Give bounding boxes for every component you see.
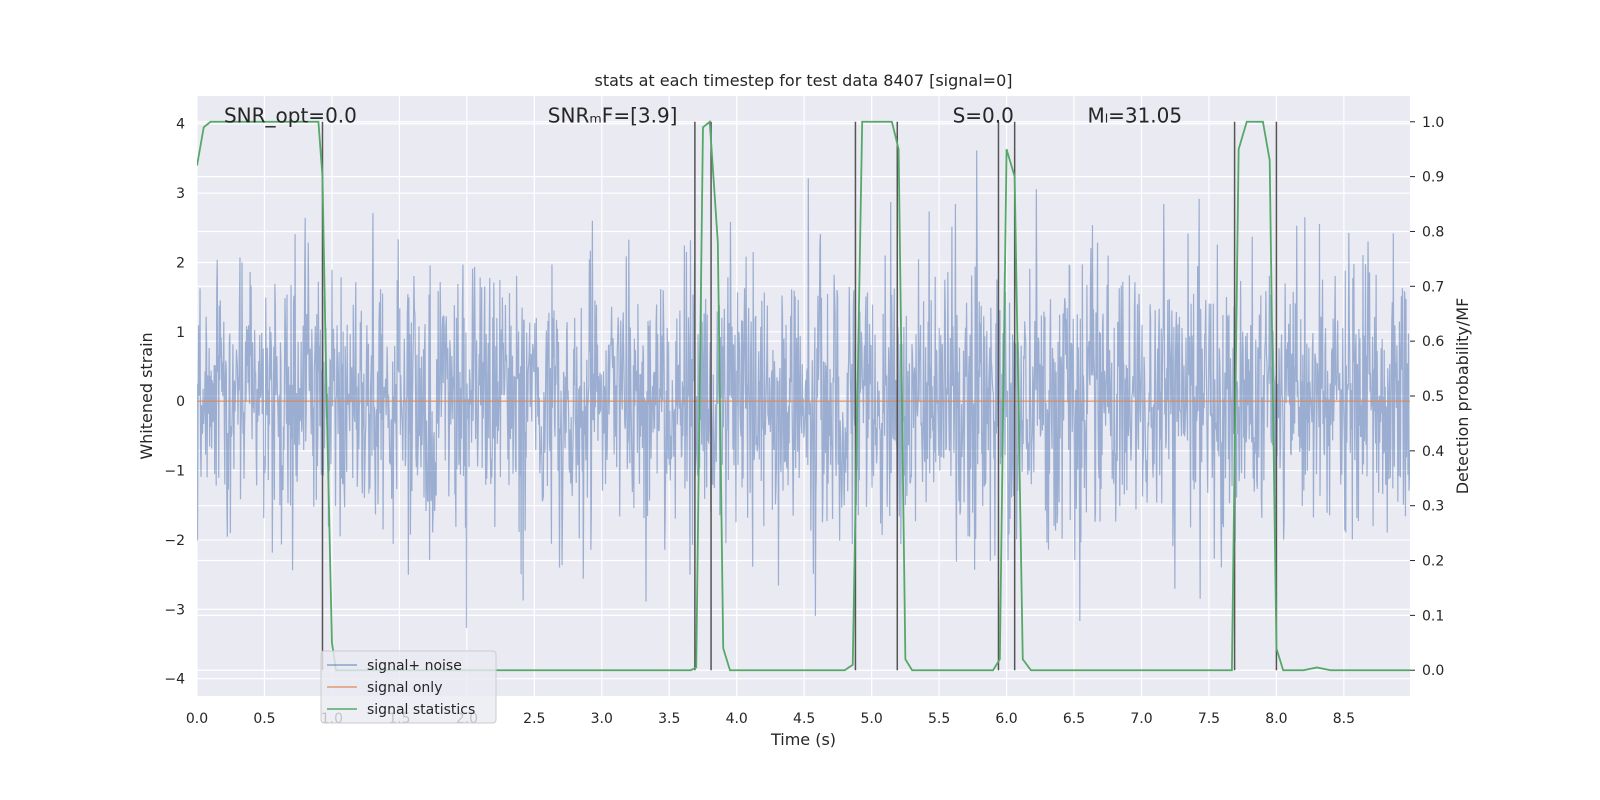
x-tick-label: 5.5 [928, 711, 950, 727]
y-right-tick-label: 0.0 [1422, 663, 1444, 679]
annotation-text: S=0.0 [953, 104, 1014, 128]
y-axis-ticks-right: 1.0 0.9 0.8 0.7 0.6 0.5 0.4 0.3 0.2 0.1 0.0 [1410, 115, 1444, 679]
signal-noise-line [197, 150, 1410, 629]
x-tick-label: 5.0 [861, 711, 883, 727]
x-axis-label: Time (s) [770, 730, 836, 749]
chart-title: stats at each timestep for test data 840… [594, 71, 1012, 90]
y-right-tick-label: 0.1 [1422, 608, 1444, 624]
x-tick-label: 8.0 [1265, 711, 1287, 727]
x-tick-label: 4.0 [726, 711, 748, 727]
x-tick-label: 6.0 [995, 711, 1017, 727]
y-tick-label: −1 [164, 464, 185, 480]
legend-label-signal-only: signal only [367, 680, 442, 696]
y-right-tick-label: 0.5 [1422, 389, 1444, 405]
signal-statistics-series [197, 119, 1410, 672]
y-tick-label: −4 [164, 672, 185, 688]
y-right-tick-label: 0.4 [1422, 444, 1444, 460]
x-tick-label: 4.5 [793, 711, 815, 727]
y-tick-label: 3 [176, 186, 185, 202]
x-tick-label: 7.0 [1130, 711, 1152, 727]
x-tick-label: 6.5 [1063, 711, 1085, 727]
y-right-tick-label: 1.0 [1422, 115, 1444, 131]
y-right-tick-label: 0.8 [1422, 224, 1444, 240]
y-axis-label-right: Detection probability/MF [1453, 298, 1472, 495]
x-tick-label: 0.0 [186, 711, 208, 727]
annotations: SNR_opt=0.0 SNRₘF=[3.9] S=0.0 Mₗ=31.05 [224, 104, 1182, 128]
legend-label-signal-noise: signal+ noise [367, 658, 462, 674]
annotation-text: SNR_opt=0.0 [224, 104, 357, 128]
legend-box [320, 650, 497, 724]
annotation-text: Mₗ=31.05 [1088, 104, 1183, 128]
signal-statistics-line [197, 119, 1410, 672]
y-right-tick-label: 0.2 [1422, 554, 1444, 570]
y-right-tick-label: 0.7 [1422, 279, 1444, 295]
y-right-tick-label: 0.9 [1422, 170, 1444, 186]
y-axis-label-left: Whitened strain [137, 332, 156, 459]
y-axis-ticks-left: 4 3 2 1 0 −1 −2 −3 −4 [164, 117, 185, 688]
y-tick-label: 4 [176, 117, 185, 133]
x-tick-label: 8.5 [1333, 711, 1355, 727]
x-tick-label: 7.5 [1198, 711, 1220, 727]
signal-noise-series [197, 150, 1410, 629]
x-tick-label: 2.5 [523, 711, 545, 727]
x-tick-label: 3.5 [658, 711, 680, 727]
y-tick-label: −2 [164, 533, 185, 549]
y-tick-label: 0 [176, 394, 185, 410]
x-tick-label: 3.0 [591, 711, 613, 727]
y-right-tick-label: 0.6 [1422, 334, 1444, 350]
y-right-tick-label: 0.3 [1422, 499, 1444, 515]
legend: signal+ noise signal only signal statist… [320, 650, 497, 724]
y-tick-label: −3 [164, 602, 185, 618]
y-tick-label: 1 [176, 325, 185, 341]
x-tick-label: 0.5 [253, 711, 275, 727]
annotation-text: SNRₘF=[3.9] [548, 104, 678, 128]
y-tick-label: 2 [176, 255, 185, 271]
legend-label-signal-statistics: signal statistics [367, 702, 475, 718]
